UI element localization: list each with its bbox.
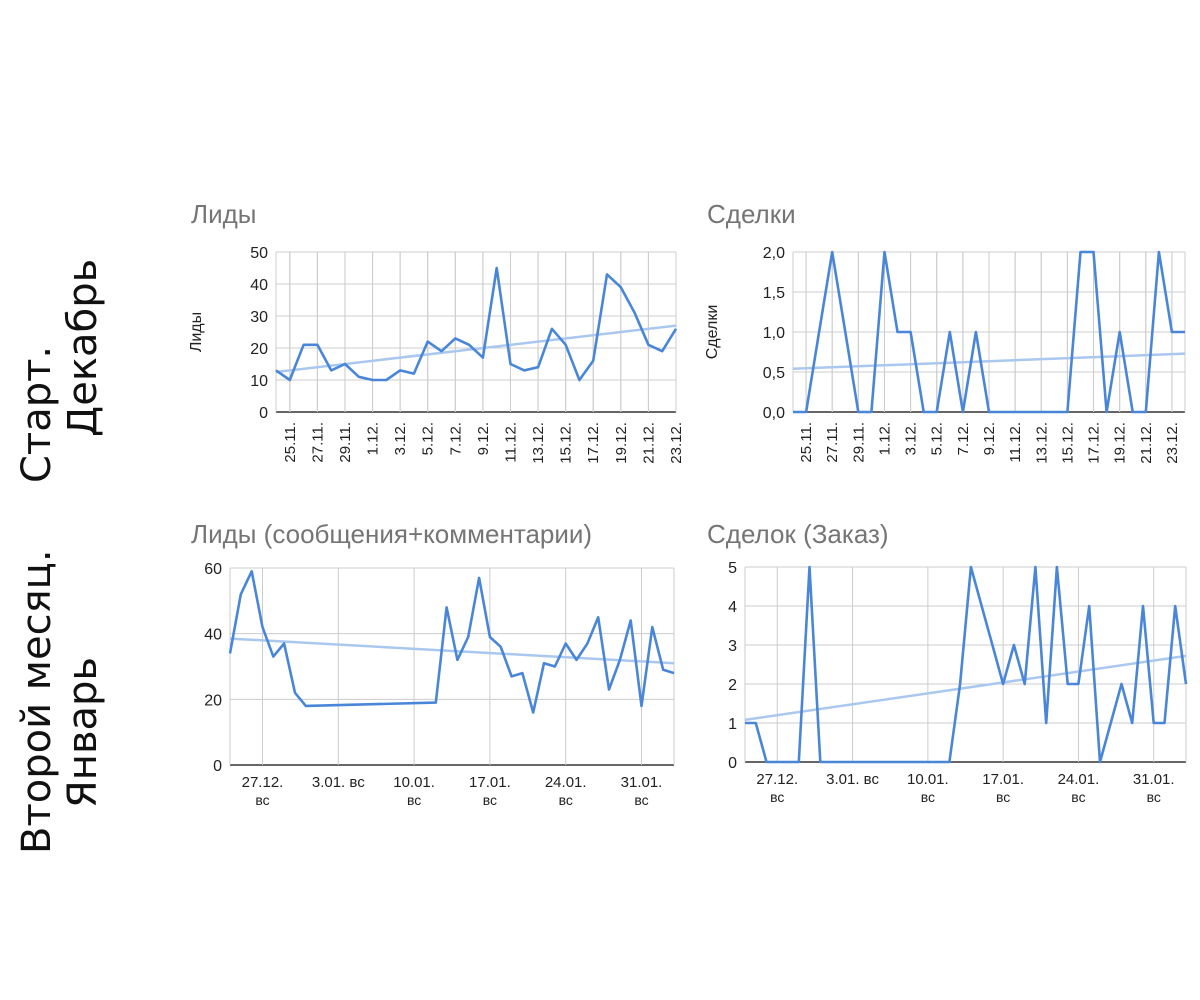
x-tick-label: 7.12. [955, 422, 972, 455]
y-tick-label: 2 [728, 677, 737, 694]
x-tick-label: 1.12. [365, 422, 382, 455]
y-tick-label: 0 [259, 405, 268, 422]
trendline [229, 637, 675, 665]
x-tick-label: вс [1147, 789, 1161, 805]
x-tick-label: 21.12. [1138, 422, 1155, 464]
x-tick-label: 7.12. [447, 422, 464, 455]
x-tick-label: 17.01. [469, 774, 511, 791]
x-tick-label: 3.12. [903, 422, 920, 455]
y-tick-label: 20 [204, 692, 222, 709]
y-tick-label: 50 [250, 245, 268, 262]
x-tick-label: 27.12. [242, 774, 284, 791]
x-tick-label: вс [255, 792, 269, 808]
x-tick-label: 27.11. [309, 422, 326, 463]
x-tick-label: 1.12. [876, 422, 893, 455]
series-line [745, 565, 1188, 764]
y-axis-label: Сделки [704, 305, 721, 360]
x-tick-label: вс [559, 792, 573, 808]
x-tick-label: 13.12. [530, 422, 547, 464]
y-tick-label: 40 [250, 277, 268, 294]
y-tick-label: 40 [204, 627, 222, 644]
x-tick-label: 24.01. [545, 774, 587, 791]
x-tick-label: 27.12. [756, 771, 798, 788]
y-tick-label: 5 [728, 560, 737, 577]
x-tick-label: 31.01. [621, 774, 663, 791]
x-tick-label: 3.12. [392, 422, 409, 455]
x-tick-label: 5.12. [420, 422, 437, 455]
y-tick-label: 4 [728, 599, 737, 616]
series-line [228, 569, 675, 714]
x-tick-label: вс [407, 792, 421, 808]
x-tick-label: 31.01. [1133, 771, 1175, 788]
x-tick-label: 27.11. [824, 422, 841, 463]
x-tick-label: 3.01. вс [312, 774, 365, 791]
x-tick-label: 9.12. [981, 422, 998, 455]
y-tick-label: 0 [213, 758, 222, 775]
y-tick-label: 0,0 [763, 405, 785, 422]
chart-title-deals-jan: Сделок (Заказ) [707, 519, 889, 549]
chart-title-leads-jan: Лиды (сообщения+комментарии) [191, 519, 593, 549]
x-tick-label: 23.12. [1164, 422, 1181, 464]
x-tick-label: 21.12. [640, 422, 657, 464]
x-tick-label: вс [1071, 789, 1085, 805]
x-tick-label: 17.12. [585, 422, 602, 464]
x-tick-label: 15.12. [1059, 422, 1076, 464]
x-tick-label: 23.12. [668, 422, 685, 464]
x-tick-label: 19.12. [613, 422, 630, 464]
x-tick-label: 29.11. [337, 422, 354, 463]
y-axis-label: Лиды [188, 312, 205, 352]
x-tick-label: 11.12. [502, 422, 519, 463]
chart-title-deals-dec: Сделки [707, 199, 796, 229]
x-tick-label: 10.01. [907, 771, 949, 788]
x-tick-label: вс [921, 789, 935, 805]
x-tick-label: 25.11. [282, 422, 299, 463]
x-tick-label: 19.12. [1112, 422, 1129, 464]
y-tick-label: 10 [250, 373, 268, 390]
x-tick-label: 24.01. [1058, 771, 1100, 788]
x-tick-label: 13.12. [1033, 422, 1050, 464]
x-tick-label: вс [770, 789, 784, 805]
x-tick-label: 29.11. [850, 422, 867, 463]
x-tick-label: 3.01. вс [826, 771, 879, 788]
series-line [275, 266, 678, 382]
chart-title-leads-dec: Лиды [191, 199, 257, 229]
x-tick-label: 11.12. [1007, 422, 1024, 463]
y-tick-label: 3 [728, 638, 737, 655]
y-tick-label: 30 [250, 309, 268, 326]
y-tick-label: 60 [204, 561, 222, 578]
y-tick-label: 1,0 [763, 325, 785, 342]
y-tick-label: 0,5 [763, 365, 785, 382]
y-tick-label: 20 [250, 341, 268, 358]
x-tick-label: 10.01. [393, 774, 435, 791]
x-tick-label: 9.12. [475, 422, 492, 455]
x-tick-label: вс [483, 792, 497, 808]
y-tick-label: 2,0 [763, 245, 785, 262]
y-tick-label: 1,5 [763, 285, 785, 302]
x-tick-label: 15.12. [558, 422, 575, 464]
y-tick-label: 1 [728, 716, 737, 733]
x-tick-label: 17.01. [982, 771, 1024, 788]
x-tick-label: 25.11. [798, 422, 815, 463]
x-tick-label: 5.12. [929, 422, 946, 455]
x-tick-label: 17.12. [1086, 422, 1103, 464]
x-tick-label: вс [634, 792, 648, 808]
trendline [792, 352, 1186, 371]
y-tick-label: 0 [728, 755, 737, 772]
x-tick-label: вс [996, 789, 1010, 805]
